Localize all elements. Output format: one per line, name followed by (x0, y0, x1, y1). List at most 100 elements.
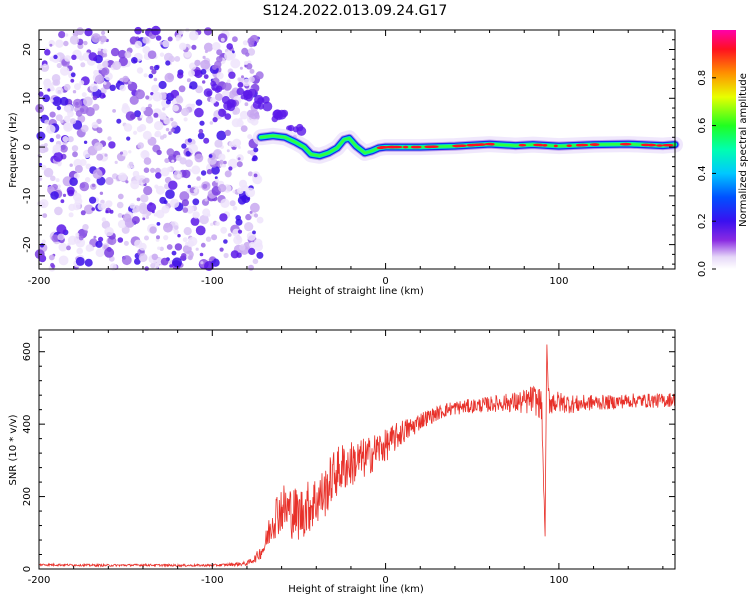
spectrogram-noise-blob (249, 109, 260, 120)
spectrogram-noise-blob (215, 178, 220, 183)
spectrogram-noise-blob (255, 71, 264, 80)
spectrogram-noise-blob (174, 225, 179, 230)
colorbar-tick-label: 0.6 (697, 118, 708, 134)
spectrogram-noise-blob (116, 201, 124, 209)
spectrogram-noise-blob (194, 153, 204, 163)
spectrogram-noise-blob (135, 89, 146, 100)
spectrogram-noise-blob (159, 246, 164, 251)
spectrogram-noise-blob (210, 222, 214, 227)
spectrogram-noise-blob (94, 74, 105, 85)
spectrogram-noise-blob (102, 53, 108, 58)
spectrogram-noise-blob (191, 44, 197, 50)
spectrogram-trace-blob (236, 87, 245, 96)
spectrogram-noise-blob (85, 107, 95, 117)
spectrogram-noise-blob (50, 191, 59, 200)
spectrogram-noise-blob (123, 240, 129, 246)
spectrogram-noise-blob (55, 39, 64, 48)
spectrogram-peak (622, 142, 630, 146)
spectrogram-noise-blob (130, 180, 140, 190)
spectrogram-noise-blob (250, 117, 259, 126)
spectrogram-noise-blob (256, 216, 264, 224)
spectrogram-noise-blob (63, 40, 69, 47)
spectrogram-noise-blob (117, 237, 124, 243)
spectrogram-noise-blob (212, 65, 217, 70)
spectrogram-noise-blob (134, 26, 142, 35)
spectrogram-noise-blob (135, 174, 141, 181)
spectrogram-noise-blob (175, 95, 183, 103)
spectrogram-noise-blob (67, 136, 74, 143)
spectrogram-noise-blob (99, 35, 107, 43)
spectrogram-noise-blob (216, 130, 227, 141)
spectrogram-noise-blob (151, 253, 158, 260)
spectrogram-noise-blob (181, 44, 187, 49)
spectrogram-trace-blob (257, 103, 264, 110)
spectrogram-noise-blob (88, 52, 98, 61)
spectrogram-noise-blob (101, 30, 106, 35)
spectrogram-noise-blob (81, 92, 87, 98)
colorbar-tick-label: 0.2 (697, 213, 708, 229)
spectrogram-noise-blob (91, 207, 95, 211)
spectrogram-noise-blob (38, 162, 43, 167)
spectrogram-noise-blob (198, 128, 204, 134)
spectrogram-noise-blob (123, 123, 133, 132)
figure-title: S124.2022.013.09.24.G17 (263, 3, 448, 19)
spectrogram-noise-blob (159, 52, 165, 57)
spectrogram-noise-blob (237, 77, 242, 82)
spectrogram-noise-blob (223, 160, 227, 165)
spectrogram-noise-blob (148, 73, 154, 79)
spectrogram-noise-blob (73, 173, 80, 179)
spectrogram-noise-blob (165, 60, 171, 66)
spectrogram-noise-blob (199, 252, 204, 257)
spectrogram-noise-blob (198, 185, 202, 189)
spectrogram-noise-blob (155, 185, 165, 195)
spectrogram-noise-blob (195, 85, 204, 94)
spectrogram-noise-blob (56, 105, 62, 111)
spectrogram-noise-blob (169, 198, 180, 208)
spectrogram-noise-blob (63, 122, 73, 132)
spectrogram-noise-blob (178, 29, 184, 35)
spectrogram-noise-blob (187, 255, 193, 261)
spectrogram-noise-blob (247, 150, 252, 155)
spectrogram-noise-blob (223, 239, 228, 244)
spectrogram-peak (566, 144, 572, 147)
spectrogram-noise-blob (164, 72, 175, 83)
spectrogram-noise-blob (93, 235, 97, 239)
spectrogram-noise-blob (184, 50, 192, 58)
spectrogram-noise-blob (99, 191, 104, 195)
spectrogram-noise-blob (158, 80, 167, 90)
spectrogram-noise-blob (72, 90, 77, 94)
spectrogram-noise-blob (247, 171, 253, 177)
spectrogram-noise-blob (224, 170, 232, 178)
spectrogram-noise-blob (118, 172, 127, 182)
spectrogram-noise-blob (93, 69, 99, 76)
spectrogram-noise-blob (179, 256, 184, 260)
spectrogram-y-tick-label: -20 (22, 236, 33, 252)
spectrogram-noise-blob (238, 117, 243, 122)
spectrogram-noise-blob (62, 136, 69, 143)
spectrogram-noise-blob (60, 144, 68, 153)
spectrogram-noise-blob (185, 241, 189, 246)
spectrogram-noise-blob (170, 128, 175, 133)
spectrogram-noise-blob (50, 175, 56, 182)
spectrogram-noise-blob (188, 236, 198, 247)
spectrogram-noise-blob (211, 258, 220, 267)
spectrogram-noise-blob (215, 93, 223, 101)
spectrogram-noise-blob (228, 71, 236, 79)
spectrogram-noise-blob (43, 63, 47, 68)
spectrogram-peak (542, 144, 548, 147)
spectrogram-noise-blob (206, 169, 213, 175)
spectrogram-noise-blob (143, 106, 153, 117)
spectrogram-noise-blob (121, 150, 128, 157)
spectrogram-noise-blob (57, 162, 62, 167)
spectrogram-noise-blob (253, 147, 259, 153)
spectrogram-noise-blob (186, 78, 191, 83)
snr-y-tick-label: 0 (22, 566, 33, 572)
spectrogram-noise-blob (95, 248, 105, 258)
spectrogram-noise-blob (108, 141, 116, 149)
spectrogram-x-tick-label: 0 (382, 276, 388, 287)
spectrogram-peak (402, 145, 409, 149)
snr-frame (38, 329, 676, 570)
spectrogram-noise-blob (69, 35, 79, 45)
spectrogram-noise-blob (67, 110, 74, 118)
